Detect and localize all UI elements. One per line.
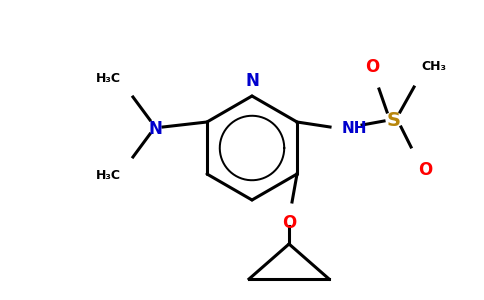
Text: O: O: [282, 214, 296, 232]
Text: H₃C: H₃C: [96, 72, 121, 85]
Text: H₃C: H₃C: [96, 169, 121, 182]
Text: N: N: [148, 120, 162, 138]
Text: O: O: [365, 58, 379, 76]
Text: NH: NH: [342, 122, 367, 136]
Text: CH₃: CH₃: [421, 60, 446, 73]
Text: S: S: [387, 112, 401, 130]
Text: N: N: [245, 72, 259, 90]
Text: O: O: [418, 161, 432, 179]
